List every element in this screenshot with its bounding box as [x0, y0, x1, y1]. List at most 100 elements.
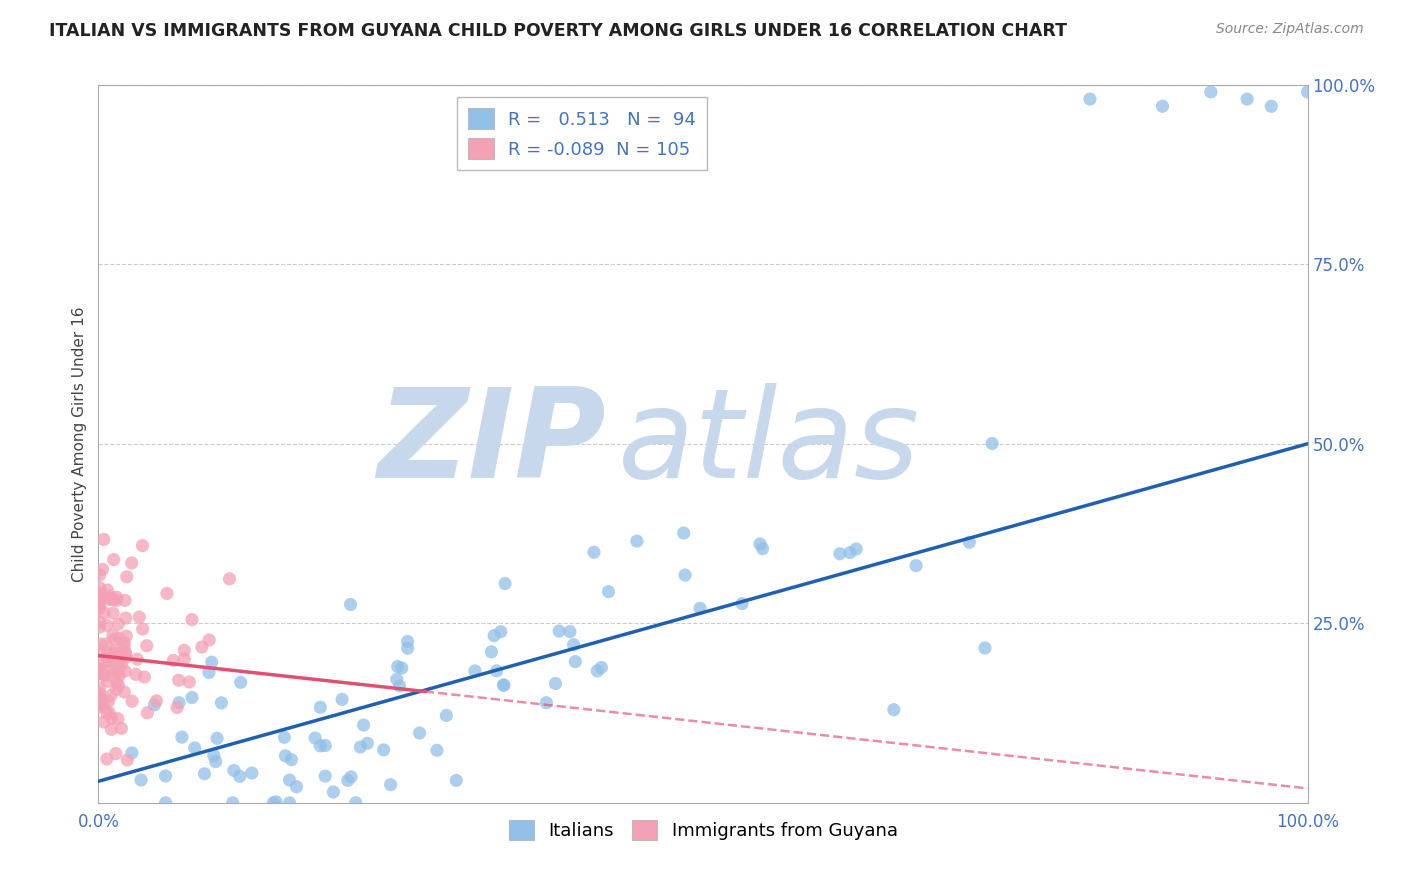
Point [115, 570, 138, 584]
Point [97, 592, 120, 607]
Point [173, 643, 195, 657]
Point [97, 694, 120, 708]
Point [1152, 99, 1174, 113]
Point [905, 558, 928, 573]
Point [107, 665, 129, 680]
Point [112, 685, 135, 699]
Point [96, 752, 118, 766]
Point [103, 606, 125, 620]
Point [839, 546, 862, 560]
Point [110, 722, 132, 736]
Point [492, 678, 515, 692]
Point [388, 679, 411, 693]
Point [117, 753, 139, 767]
Point [179, 675, 201, 690]
Point [89, 593, 111, 607]
Point [198, 665, 221, 680]
Point [356, 736, 378, 750]
Point [89, 663, 111, 677]
Point [89, 591, 111, 605]
Point [89, 581, 111, 595]
Point [89, 643, 111, 657]
Point [103, 632, 125, 647]
Point [96, 618, 118, 632]
Point [314, 769, 336, 783]
Point [104, 665, 127, 679]
Point [155, 769, 177, 783]
Point [107, 712, 129, 726]
Point [114, 664, 136, 678]
Point [240, 766, 263, 780]
Point [112, 636, 135, 650]
Point [373, 743, 395, 757]
Point [434, 708, 457, 723]
Point [981, 436, 1004, 450]
Point [1078, 92, 1101, 106]
Point [548, 624, 571, 639]
Point [262, 796, 284, 810]
Point [264, 795, 287, 809]
Point [94, 668, 117, 682]
Point [90, 586, 112, 600]
Point [166, 700, 188, 714]
Point [96, 706, 118, 721]
Point [108, 632, 131, 646]
Text: ZIP: ZIP [378, 384, 606, 504]
Point [155, 796, 177, 810]
Point [380, 778, 402, 792]
Point [89, 694, 111, 708]
Point [93, 606, 115, 620]
Point [1199, 85, 1222, 99]
Point [184, 741, 207, 756]
Point [426, 743, 449, 757]
Point [314, 739, 336, 753]
Point [101, 592, 124, 607]
Point [198, 633, 221, 648]
Point [209, 696, 232, 710]
Point [114, 593, 136, 607]
Point [162, 653, 184, 667]
Point [110, 657, 132, 672]
Point [492, 678, 515, 692]
Point [883, 703, 905, 717]
Point [489, 624, 512, 639]
Point [344, 796, 367, 810]
Point [129, 772, 152, 787]
Point [408, 726, 430, 740]
Point [135, 639, 157, 653]
Point [731, 597, 754, 611]
Point [385, 673, 408, 687]
Point [104, 644, 127, 658]
Point [89, 699, 111, 714]
Point [339, 598, 361, 612]
Y-axis label: Child Poverty Among Girls Under 16: Child Poverty Among Girls Under 16 [72, 306, 87, 582]
Point [167, 673, 190, 688]
Point [828, 547, 851, 561]
Point [136, 706, 159, 720]
Point [173, 652, 195, 666]
Point [96, 650, 118, 665]
Point [101, 628, 124, 642]
Point [494, 576, 516, 591]
Point [202, 748, 225, 763]
Point [536, 696, 558, 710]
Point [100, 590, 122, 604]
Point [336, 773, 359, 788]
Point [285, 780, 308, 794]
Point [464, 664, 486, 678]
Point [544, 676, 567, 690]
Text: atlas: atlas [619, 384, 921, 504]
Point [201, 655, 224, 669]
Point [181, 613, 204, 627]
Point [91, 698, 114, 712]
Point [89, 615, 111, 629]
Point [96, 637, 118, 651]
Point [97, 654, 120, 668]
Point [1260, 99, 1282, 113]
Point [91, 590, 114, 604]
Point [304, 731, 326, 745]
Point [104, 647, 127, 661]
Point [749, 537, 772, 551]
Point [89, 691, 111, 706]
Point [181, 690, 204, 705]
